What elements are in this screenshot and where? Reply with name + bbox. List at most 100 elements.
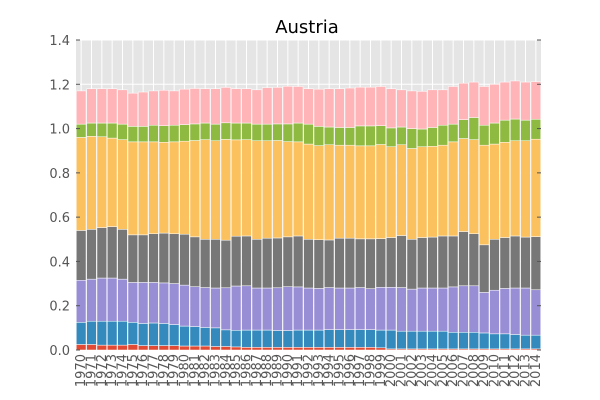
bar-segment [158,232,169,284]
bar-segment [520,287,531,336]
x-tick-label: 1997 [353,354,368,387]
bar-segment [200,88,211,124]
bar-segment [282,347,293,351]
bar-segment [437,287,448,332]
x-tick-label: 1999 [374,354,389,387]
bar-segment [158,282,169,324]
bar-segment [138,282,149,324]
bar-segment [334,237,345,289]
bar-segment [406,148,417,240]
bar-segment [427,89,438,128]
y-tick-label: 1.4 [49,34,70,49]
bar-segment [344,329,355,348]
bar-segment [324,287,335,330]
x-tick-label: 1978 [157,354,172,387]
bar-segment [303,287,314,331]
bar-segment [448,235,459,288]
bar-segment [344,127,355,146]
bar-segment [520,334,531,350]
bar-segment [344,287,355,330]
bar-segment [313,145,324,240]
bar-segment [220,87,231,124]
bar-segment [86,136,97,230]
bar-segment [355,347,366,351]
bar-segment [107,320,118,346]
bar-segment [241,139,252,237]
bar-segment [179,124,190,142]
bar-segment [148,282,159,324]
bar-segment [138,141,149,236]
x-tick-label: 2009 [477,354,492,387]
bar-segment [375,347,386,351]
bar-segment [107,137,118,227]
bar-segment [448,141,459,237]
bar-segment [117,320,128,346]
bar-segment [437,125,448,146]
bar-segment [417,128,428,147]
bar-segment [530,119,541,140]
bar-segment [479,332,490,350]
bar-segment [458,231,469,287]
x-tick-label: 1989 [271,354,286,387]
bar-segment [262,140,273,239]
bar-segment [148,90,159,126]
x-tick-label: 2012 [508,354,523,387]
bar-segment [437,89,448,126]
bar-segment [210,239,221,289]
bar-segment [458,285,469,333]
bar-segment [76,230,87,281]
bar-segment [96,227,107,279]
bar-segment [200,139,211,240]
bar-segment [303,123,314,145]
bar-segment [210,346,221,351]
x-tick-label: 1984 [219,354,234,387]
bar-segment [262,329,273,348]
bar-segment [220,346,231,351]
bar-segment [241,285,252,331]
bar-segment [293,235,304,288]
bar-segment [489,122,500,145]
bar-segment [148,345,159,351]
x-tick-label: 1993 [312,354,327,387]
x-tick-label: 2011 [498,354,513,387]
bar-segment [530,236,541,291]
bar-segment [344,144,355,239]
bar-segment [303,88,314,125]
bar-segment [158,90,169,126]
bar-segment [282,123,293,142]
y-tick-label: 0.8 [49,167,70,182]
bar-segment [96,344,107,351]
bar-segment [76,123,87,138]
bar-segment [179,88,190,125]
bar-segment [148,233,159,283]
bar-segment [468,81,479,118]
bar-segment [169,233,180,284]
bar-segment [530,138,541,237]
bar-segment [479,86,490,126]
x-tick-label: 1971 [85,354,100,387]
x-tick-label: 1970 [74,354,89,387]
bar-segment [117,89,128,125]
bar-segment [303,239,314,289]
bar-segment [324,347,335,351]
bar-segment [179,284,190,327]
bar-segment [179,140,190,235]
bar-segment [375,125,386,145]
bar-segment [148,125,159,143]
bar-segment [427,287,438,332]
bar-segment [417,330,428,350]
bar-segment [334,329,345,348]
bar-segment [251,89,262,125]
bar-segment [375,144,386,239]
bar-segment [158,142,169,234]
bar-segment [365,125,376,147]
bar-segment [406,90,417,129]
bar-segment [96,88,107,124]
bar-segment [406,239,417,290]
bar-segment [272,87,283,125]
x-tick-label: 1986 [240,354,255,387]
bar-segment [76,137,87,231]
bar-segment [375,86,386,126]
bar-segment [148,141,159,235]
x-tick-label: 1980 [178,354,193,387]
